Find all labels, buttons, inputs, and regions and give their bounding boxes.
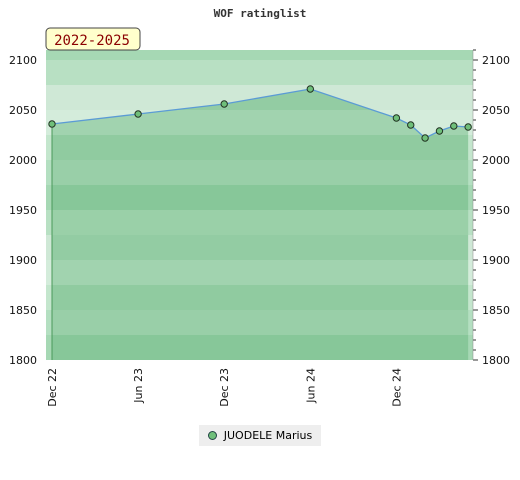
y-tick-label-left: 2000 <box>9 154 37 167</box>
y-axis-right: 1800 1850 1900 1950 2000 2050 2100 <box>472 49 510 367</box>
x-tick-label: Jun 23 <box>132 368 145 404</box>
data-point <box>450 122 458 130</box>
y-tick-label-left: 1900 <box>9 254 37 267</box>
area-fill <box>52 89 469 360</box>
x-tick-label: Dec 22 <box>46 368 59 407</box>
period-label: 2022-2025 <box>54 33 130 49</box>
legend-marker <box>207 431 217 440</box>
data-point <box>407 121 415 129</box>
area-stripe <box>52 210 469 235</box>
area-stripe <box>52 260 469 285</box>
series-line <box>51 88 469 139</box>
x-tick-label: Dec 23 <box>218 368 231 407</box>
background-band <box>46 50 473 60</box>
y-tick-label-left: 1850 <box>9 304 37 317</box>
data-point <box>306 85 314 93</box>
y-tick-label-right: 1950 <box>482 204 510 217</box>
data-point <box>392 114 401 122</box>
data-point <box>435 127 444 135</box>
x-tick-label: Dec 24 <box>390 368 403 407</box>
data-point <box>421 134 429 142</box>
rating-line <box>51 88 469 139</box>
area-stripe <box>52 310 469 335</box>
y-tick-label-right: 2000 <box>482 154 510 167</box>
period-badge: 2022-2025 <box>45 27 141 51</box>
y-tick-label-left: 2050 <box>9 104 37 117</box>
background-band <box>46 60 473 85</box>
rating-markers <box>48 85 472 142</box>
y-axis-left: 1800 1850 1900 1950 2000 2050 2100 <box>9 54 37 367</box>
legend: JUODELE Marius <box>199 425 321 446</box>
y-tick-label-right: 2100 <box>482 54 510 67</box>
x-tick-label: Jun 24 <box>304 368 317 404</box>
y-tick-label-left: 1950 <box>9 204 37 217</box>
x-axis: Dec 22 Jun 23 Dec 23 Jun 24 Dec 24 <box>46 368 403 407</box>
data-point <box>464 123 472 131</box>
data-point <box>134 110 142 118</box>
chart-title: WOF ratinglist <box>214 7 307 20</box>
y-tick-label-right: 1850 <box>482 304 510 317</box>
data-point <box>220 100 228 108</box>
data-point <box>48 120 56 128</box>
y-tick-label-left: 2100 <box>9 54 37 67</box>
rating-area <box>51 89 469 360</box>
legend-series-name: JUODELE Marius <box>223 429 313 442</box>
y-tick-label-right: 2050 <box>482 104 510 117</box>
y-tick-label-left: 1800 <box>9 354 37 367</box>
y-tick-label-right: 1900 <box>482 254 510 267</box>
y-tick-label-right: 1800 <box>482 354 510 367</box>
area-stripe <box>52 160 469 185</box>
